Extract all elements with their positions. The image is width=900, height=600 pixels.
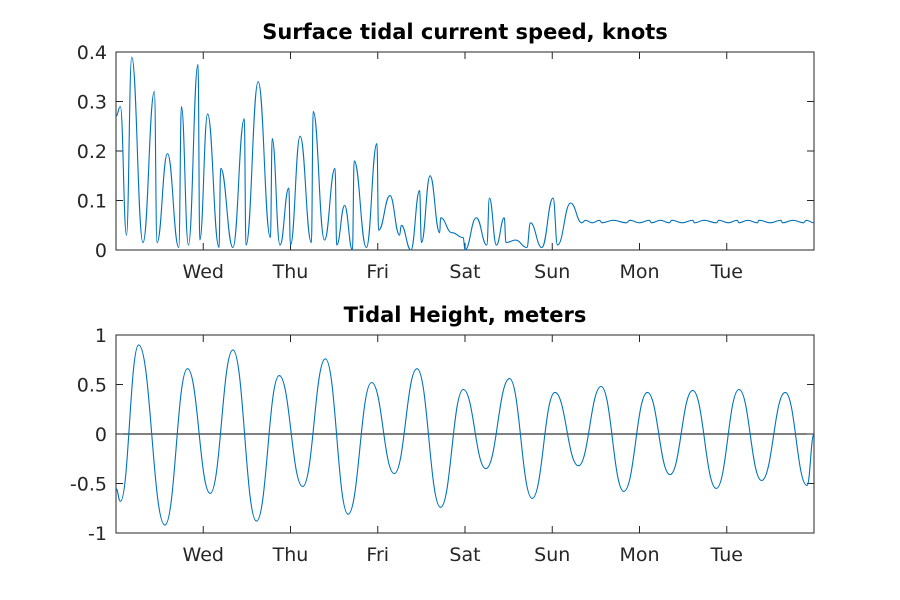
tidal-height-x-tick-label: Sun: [534, 544, 570, 566]
current-speed-axes: [115, 51, 815, 251]
tidal-height-y-tick-label: -0.5: [70, 474, 107, 496]
tidal-height-x-tick-label: Thu: [272, 544, 309, 566]
current-speed-y-tick-label: 0.2: [77, 141, 107, 163]
tidal-height-y-tick-label: 0.5: [77, 375, 107, 397]
tidal-height-x-tick-label: Sat: [449, 544, 480, 566]
current-speed-y-tick-label: 0.4: [77, 42, 107, 64]
tidal-height-x-tick-label: Fri: [366, 544, 389, 566]
tidal-height-y-tick-label: 0: [95, 424, 107, 446]
tidal-height-x-tick-label: Wed: [183, 544, 224, 566]
tidal-height-x-ticks: Wed Thu Fri Sat Sun Mon Tue: [183, 335, 743, 566]
tidal-height-y-tick-label: 1: [95, 325, 107, 347]
current-speed-y-ticks: 0 0.1 0.2 0.3 0.4: [77, 42, 814, 262]
current-speed-x-tick-label: Tue: [710, 261, 743, 283]
tidal-height-line: [115, 344, 815, 526]
tidal-height-x-tick-label: Tue: [710, 544, 743, 566]
current-speed-x-tick-label: Sat: [449, 261, 480, 283]
tidal-height-x-tick-label: Mon: [619, 544, 659, 566]
current-speed-title: Surface tidal current speed, knots: [262, 20, 668, 44]
current-speed-y-tick-label: 0.1: [77, 191, 107, 213]
current-speed-x-tick-label: Mon: [619, 261, 659, 283]
current-speed-x-tick-label: Wed: [183, 261, 224, 283]
current-speed-x-tick-label: Thu: [272, 261, 309, 283]
current-speed-x-tick-label: Fri: [366, 261, 389, 283]
current-speed-panel: Surface tidal current speed, knots 00.10…: [77, 20, 815, 283]
current-speed-x-tick-label: Sun: [534, 261, 570, 283]
tidal-height-y-tick-label: -1: [88, 523, 107, 545]
current-speed-line: [115, 56, 815, 251]
current-speed-y-tick-label: 0: [95, 240, 107, 262]
tidal-height-title: Tidal Height, meters: [344, 303, 587, 327]
tidal-height-panel: Tidal Height, meters -1 -0.5 0 0.5 1 Wed Thu F…: [70, 303, 815, 566]
tidal-height-y-ticks: -1 -0.5 0 0.5 1: [70, 325, 814, 545]
current-speed-y-tick-label: 0.3: [77, 92, 107, 114]
